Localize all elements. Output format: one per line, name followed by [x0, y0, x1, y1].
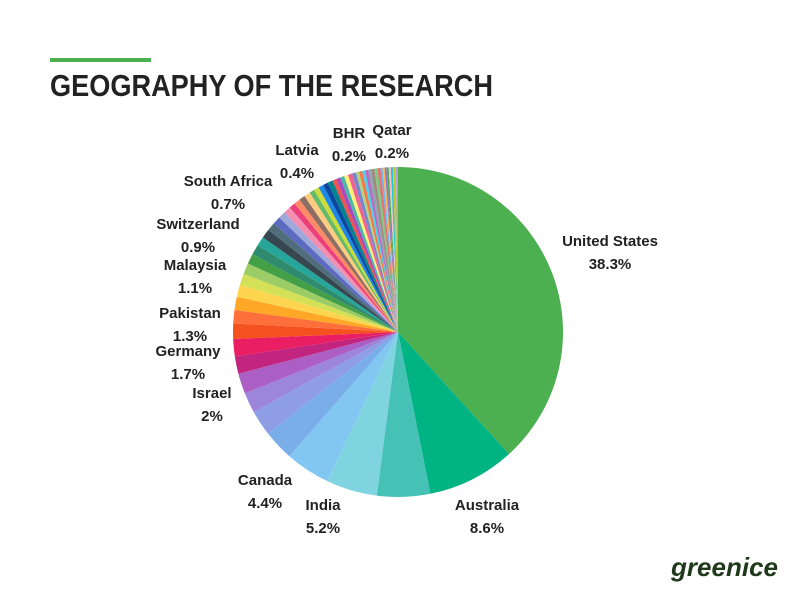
- pie-slice: [234, 332, 398, 374]
- pie-slice: [244, 332, 398, 413]
- pie-slice: [376, 332, 431, 497]
- pie-slice: [304, 192, 398, 332]
- pie-slice: [252, 245, 398, 332]
- pie-slice: [289, 203, 398, 332]
- slice-value-label: 1.3%: [173, 328, 207, 345]
- slice-label: BHR: [333, 125, 366, 142]
- slice-label: Qatar: [372, 122, 411, 139]
- pie-slice: [236, 284, 398, 332]
- slice-value-label: 4.4%: [248, 495, 282, 512]
- slice-value-label: 2%: [201, 408, 223, 425]
- slice-label: Pakistan: [159, 305, 221, 322]
- pie-slice: [294, 199, 398, 332]
- pie-slice: [359, 170, 398, 332]
- slice-label: Australia: [455, 497, 520, 514]
- slice-value-label: 0.9%: [181, 239, 215, 256]
- pie-slice: [327, 180, 398, 332]
- slice-value-label: 1.7%: [171, 366, 205, 383]
- pie-slice: [323, 182, 398, 332]
- slice-label: Canada: [238, 472, 293, 489]
- chart-title: GEOGRAPHY OF THE RESEARCH: [50, 68, 493, 103]
- pie-slice: [382, 167, 398, 332]
- pie-slice: [234, 296, 398, 332]
- slice-label: Switzerland: [156, 216, 239, 233]
- pie-slice: [233, 323, 398, 339]
- pie-slice: [398, 167, 563, 455]
- pie-slice: [390, 167, 398, 332]
- pie-slice: [371, 168, 398, 332]
- slice-label: India: [305, 497, 341, 514]
- pie-slice: [392, 167, 398, 332]
- slice-value-label: 5.2%: [306, 520, 340, 537]
- pie-slice: [344, 174, 398, 332]
- pie-slice: [365, 169, 398, 332]
- slice-value-label: 38.3%: [589, 256, 632, 273]
- slice-value-label: 0.2%: [375, 145, 409, 162]
- pie-slice: [398, 332, 509, 494]
- slice-value-label: 0.4%: [280, 165, 314, 182]
- slice-value-label: 8.6%: [470, 520, 504, 537]
- slice-value-label: 1.1%: [178, 280, 212, 297]
- slice-value-label: 0.2%: [332, 148, 366, 165]
- pie-slice: [268, 223, 398, 332]
- pie-slice: [243, 263, 398, 332]
- pie-slice: [362, 170, 398, 332]
- slice-label: Israel: [192, 385, 231, 402]
- pie-slice: [356, 171, 398, 332]
- pie-slice: [268, 332, 398, 457]
- pie-slice: [247, 254, 398, 332]
- pie-slice: [386, 167, 398, 332]
- pie-slice: [239, 273, 398, 332]
- slice-label: Germany: [155, 343, 221, 360]
- pie-slice: [368, 169, 398, 332]
- slice-label: Malaysia: [164, 257, 227, 274]
- slice-value-label: 0.7%: [211, 196, 245, 213]
- pie-slice: [233, 310, 398, 332]
- pie-slice: [388, 167, 398, 332]
- pie-slice: [253, 332, 398, 434]
- pie-slice: [340, 176, 398, 332]
- pie-slice: [273, 217, 398, 332]
- pie-slice: [327, 332, 398, 496]
- slice-label: Latvia: [275, 142, 319, 159]
- pie-slice: [299, 196, 398, 332]
- pie-slice: [374, 168, 398, 332]
- slice-label: United States: [562, 233, 658, 250]
- pie-slice: [262, 229, 398, 332]
- pie-slice: [238, 332, 398, 394]
- pie-slice: [348, 173, 398, 332]
- slice-label: South Africa: [184, 173, 273, 190]
- pie-slice: [352, 172, 398, 332]
- pie-slice: [380, 167, 398, 332]
- pie-slice: [233, 332, 398, 357]
- pie-slice: [279, 212, 398, 332]
- pie-slice: [284, 207, 398, 332]
- pie-slice: [257, 237, 398, 332]
- pie-slice: [395, 167, 398, 332]
- pie-slice: [289, 332, 398, 482]
- pie-slice: [314, 187, 398, 332]
- pie-slice: [336, 177, 398, 332]
- logo: greenice: [670, 552, 778, 582]
- pie-slice: [332, 178, 398, 332]
- title-accent: [50, 58, 151, 62]
- pie-slice: [309, 189, 398, 332]
- pie-slice: [384, 167, 398, 332]
- pie-slice: [318, 184, 398, 332]
- pie-slice: [377, 167, 398, 332]
